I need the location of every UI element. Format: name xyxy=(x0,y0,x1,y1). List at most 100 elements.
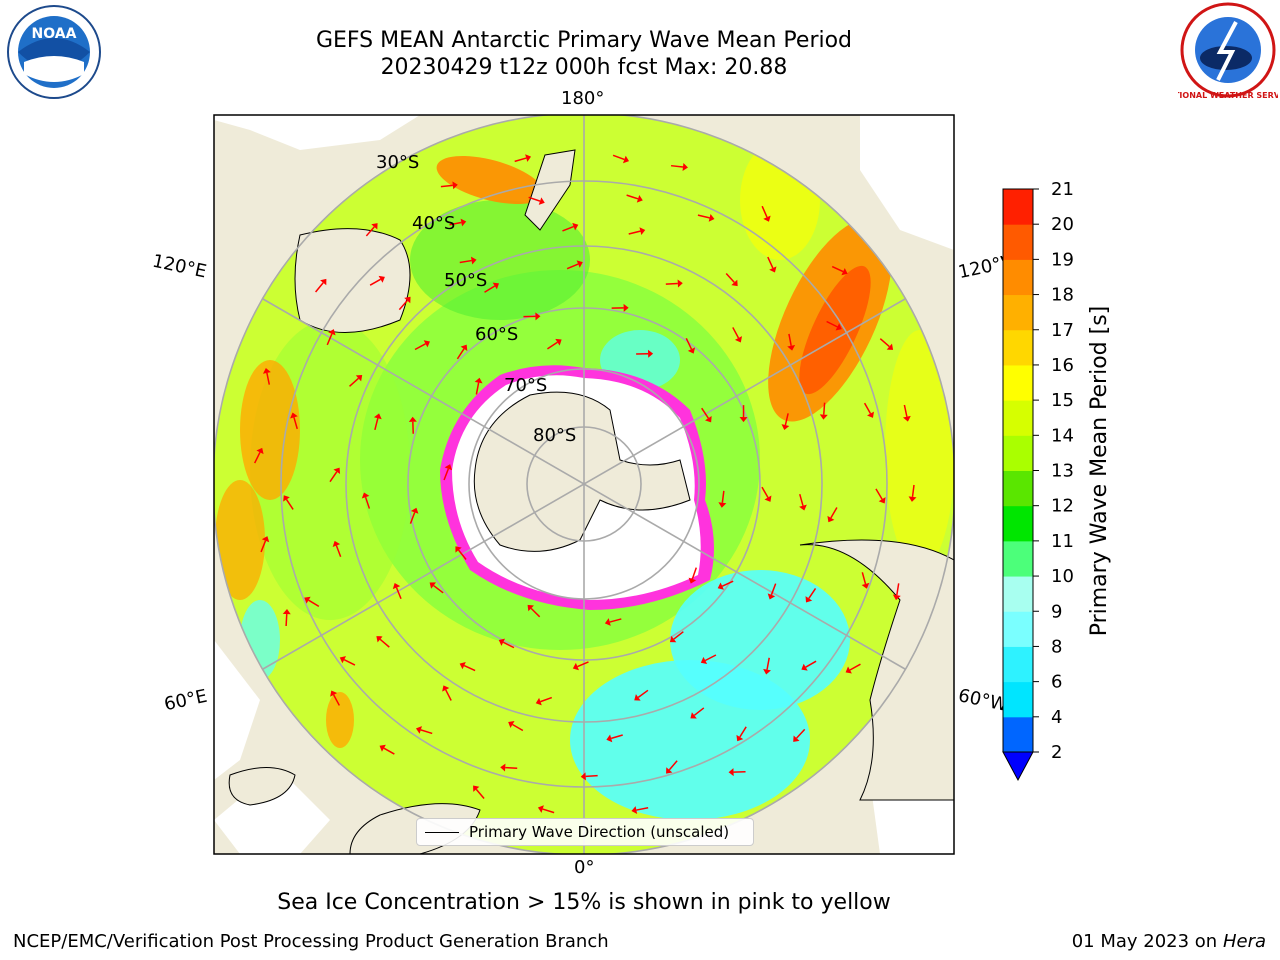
wave-arrow xyxy=(456,348,465,360)
colorbar-segment xyxy=(1003,294,1033,331)
wave-arrow-head xyxy=(886,343,894,350)
wave-arrow xyxy=(383,747,395,755)
wave-arrow-head xyxy=(708,214,715,222)
footer-date: 01 May 2023 on Hera xyxy=(1072,931,1266,952)
wave-arrow-head xyxy=(767,593,776,600)
wave-arrow-head xyxy=(572,222,579,231)
wave-arrow-head xyxy=(623,303,629,312)
wave-arrow-head xyxy=(572,662,579,671)
wave-arrow xyxy=(637,689,649,699)
wave-arrow-head xyxy=(622,155,630,164)
wave-arrow xyxy=(770,583,777,596)
wave-arrow-head xyxy=(459,661,466,670)
wave-arrow-head xyxy=(763,215,771,222)
wave-arrow-head xyxy=(262,367,271,374)
wave-arrow xyxy=(285,613,288,627)
wave-arrow xyxy=(512,723,524,732)
wave-arrow xyxy=(863,402,872,414)
wave-arrow xyxy=(374,418,379,431)
lat-label-40s: 40°S xyxy=(412,213,456,234)
wave-arrow-head xyxy=(376,636,383,643)
wave-arrow-head xyxy=(474,377,483,384)
wave-arrow xyxy=(830,507,838,519)
wave-arrow xyxy=(896,583,900,596)
colorbar-segment xyxy=(1003,505,1033,542)
wave-arrow-head xyxy=(373,413,382,420)
wave-arrow-head xyxy=(415,726,422,734)
wave-arrow-head xyxy=(902,415,911,422)
wave-arrow-head xyxy=(781,424,790,430)
wave-arrow xyxy=(784,413,789,426)
wave-arrow-head xyxy=(861,582,870,589)
footer-date-text: 01 May 2023 on xyxy=(1071,931,1218,952)
wave-arrow xyxy=(808,588,817,599)
noaa-logo: NOAA xyxy=(7,5,101,99)
nws-logo-text: NATIONAL WEATHER SERVICE xyxy=(1178,91,1278,100)
wave-arrow-head xyxy=(819,414,828,420)
wave-arrow xyxy=(414,343,426,351)
wave-arrow xyxy=(673,631,684,640)
wave-arrow xyxy=(333,694,340,706)
wave-arrow-head xyxy=(378,275,385,283)
wave-arrow-head xyxy=(498,638,506,646)
wave-arrow-head xyxy=(535,697,542,706)
map-legend: Primary Wave Direction (unscaled) xyxy=(416,818,754,846)
wave-arrow xyxy=(721,580,734,587)
wave-arrow xyxy=(823,402,826,415)
lon-label-0: 0° xyxy=(574,857,595,878)
wave-arrow-head xyxy=(908,496,917,502)
colorbar-segment xyxy=(1003,716,1033,753)
map-frame xyxy=(213,114,955,855)
wave-arrow xyxy=(364,496,371,509)
colorbar-tick-label: 10 xyxy=(1051,566,1074,587)
lon-label-180: 180° xyxy=(561,88,605,109)
wave-arrow xyxy=(457,549,467,560)
wave-arrow-head xyxy=(339,656,347,664)
wave-arrow xyxy=(449,221,462,226)
wave-arrow-head xyxy=(328,329,336,336)
wave-arrow xyxy=(420,729,433,735)
colorbar-tick-label: 20 xyxy=(1051,214,1074,235)
wave-arrow-head xyxy=(835,323,842,331)
wave-arrow-head xyxy=(690,712,697,719)
wave-arrow-head xyxy=(631,806,638,814)
wave-arrow-head xyxy=(763,668,771,675)
wave-arrow-head xyxy=(793,735,800,742)
colorbar-segment xyxy=(1003,540,1033,577)
colorbar-tick-label: 19 xyxy=(1051,249,1074,270)
colorbar-tick-label: 12 xyxy=(1051,496,1074,517)
wave-arrow-head xyxy=(769,266,777,273)
lat-label-70s: 70°S xyxy=(504,375,548,396)
wave-arrow-head xyxy=(841,267,848,276)
wave-arrow-head xyxy=(460,218,467,227)
south-america-land xyxy=(799,539,954,801)
wave-arrow-head xyxy=(423,340,430,348)
wave-arrow-head xyxy=(535,312,541,321)
colorbar-segment xyxy=(1003,364,1033,401)
sea-ice-note: Sea Ice Concentration > 15% is shown in … xyxy=(277,890,891,915)
wave-arrow-head xyxy=(669,635,677,643)
wave-arrow-head xyxy=(256,447,264,455)
wave-arrow-head xyxy=(805,596,813,603)
wave-arrow-head xyxy=(410,507,419,514)
wave-arrow-head xyxy=(728,768,734,777)
wave-arrow xyxy=(440,184,453,188)
wave-arrow-head xyxy=(460,344,468,351)
wave-arrow-head xyxy=(452,181,458,190)
footer-host: Hera xyxy=(1222,931,1266,952)
colorbar-extend-triangle xyxy=(1002,751,1034,782)
wave-arrow-head xyxy=(282,609,291,615)
wave-arrow xyxy=(766,657,770,670)
wave-arrow xyxy=(796,728,806,739)
wave-arrow xyxy=(911,484,915,497)
wave-arrow xyxy=(849,663,861,671)
wave-arrow-head xyxy=(332,540,341,547)
wave-arrow xyxy=(547,341,558,350)
wave-arrow xyxy=(701,407,709,419)
colorbar-tick-label: 2 xyxy=(1051,742,1062,763)
colorbar-tick-label: 4 xyxy=(1051,707,1062,728)
wave-arrow-head xyxy=(283,495,290,502)
wave-arrow xyxy=(665,282,678,285)
wave-arrow xyxy=(365,226,375,237)
